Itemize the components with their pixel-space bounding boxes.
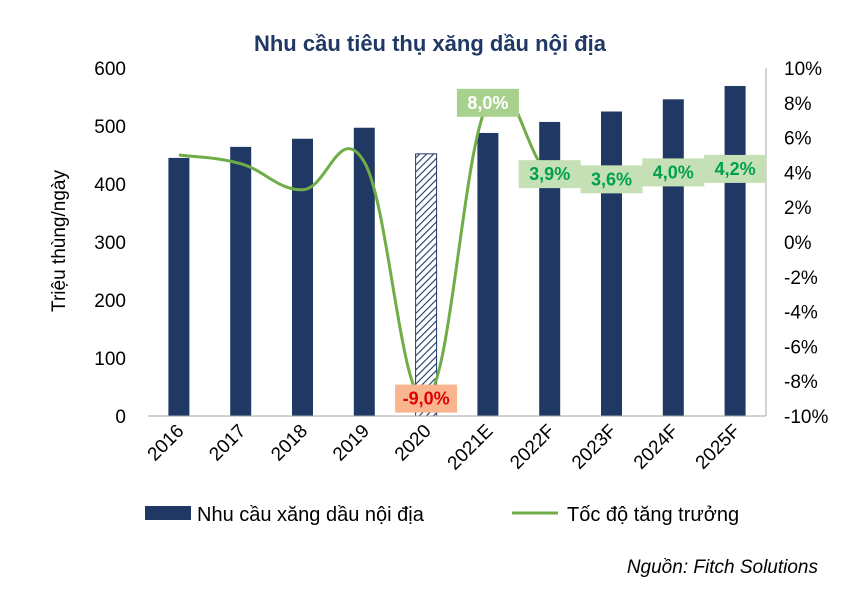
- data-label: 4,0%: [642, 158, 705, 187]
- x-tick-label: 2019: [329, 421, 374, 466]
- y-tick-label: 500: [94, 117, 126, 138]
- bar: [168, 157, 190, 416]
- y2-tick-label: 0%: [784, 233, 812, 254]
- chart-title: Nhu cầu tiêu thụ xăng dầu nội địa: [254, 31, 607, 56]
- data-label: 3,6%: [580, 165, 643, 194]
- x-tick-label: 2016: [144, 421, 189, 466]
- y-tick-label: 300: [94, 233, 126, 254]
- data-label-text: -9,0%: [403, 389, 450, 409]
- data-label: 4,2%: [704, 154, 767, 183]
- data-label-box: [704, 154, 767, 183]
- bar: [230, 146, 252, 416]
- y-axis-label: Triệu thùng/ngày: [49, 170, 70, 312]
- y2-tick-label: -2%: [784, 268, 818, 289]
- x-axis-ticks: 2016 2017 2018 2019 2020 2021E 2022F 2023F 2024F…: [144, 421, 745, 475]
- bar-series: [168, 85, 746, 417]
- x-tick-label: 2024F: [630, 421, 683, 474]
- data-labels: -9,0% 8,0% 3,9% 3,6% 4,0% 4,2%: [395, 88, 767, 413]
- y-tick-label: 600: [94, 59, 126, 80]
- data-label: -9,0%: [395, 384, 458, 413]
- data-label-text: 3,6%: [591, 169, 632, 189]
- y2-tick-label: -8%: [784, 372, 818, 393]
- y-tick-label: 400: [94, 175, 126, 196]
- y2-tick-label: -10%: [784, 407, 828, 428]
- x-tick-label: 2017: [205, 421, 250, 466]
- data-label-text: 4,0%: [653, 162, 694, 182]
- data-label-text: 8,0%: [467, 93, 508, 113]
- y2-tick-label: -6%: [784, 337, 818, 358]
- y-tick-label: 200: [94, 291, 126, 312]
- data-label-text: 4,2%: [715, 159, 756, 179]
- bar: [539, 121, 561, 416]
- x-tick-label: 2025F: [692, 421, 745, 474]
- y2-tick-label: 2%: [784, 198, 812, 219]
- y2-tick-label: -4%: [784, 303, 818, 324]
- y2-tick-label: 10%: [784, 59, 822, 80]
- growth-line-series: [178, 90, 736, 401]
- legend: Nhu cầu xăng dầu nội địa Tốc độ tăng trư…: [145, 504, 739, 526]
- x-tick-label: 2022F: [506, 421, 559, 474]
- legend-bar-label: Nhu cầu xăng dầu nội địa: [197, 504, 425, 526]
- bar: [724, 85, 746, 416]
- y2-tick-label: 4%: [784, 163, 812, 184]
- bar: [601, 111, 622, 416]
- data-label-box: [580, 165, 643, 194]
- data-label-box: [642, 158, 705, 187]
- x-tick-label: 2023F: [568, 421, 621, 474]
- bar: [662, 99, 684, 416]
- data-label-box: [395, 384, 458, 413]
- bar: [415, 153, 438, 417]
- bar: [353, 127, 375, 417]
- data-label-box: [456, 88, 519, 117]
- bar: [292, 138, 313, 416]
- bar: [477, 132, 499, 416]
- y2-tick-label: 8%: [784, 94, 812, 115]
- source-note: Nguồn: Fitch Solutions: [627, 557, 819, 578]
- legend-bar-swatch: [145, 506, 191, 520]
- data-label: 3,9%: [518, 160, 581, 189]
- y-axis-ticks: 0 100 200 300 400 500 600: [94, 59, 126, 428]
- y-tick-label: 100: [94, 349, 126, 370]
- y-tick-label: 0: [115, 407, 126, 428]
- growth-line: [178, 90, 736, 401]
- legend-line-label: Tốc độ tăng trưởng: [567, 504, 739, 526]
- y2-axis-ticks: -10% -8% -6% -4% -2% 0% 2% 4% 6% 8% 10%: [784, 59, 828, 428]
- x-tick-label: 2018: [267, 421, 312, 466]
- x-tick-label: 2020: [391, 421, 436, 466]
- data-label-text: 3,9%: [529, 164, 570, 184]
- y2-tick-label: 6%: [784, 129, 812, 150]
- x-tick-label: 2021E: [444, 421, 498, 475]
- data-label: 8,0%: [456, 88, 519, 117]
- data-label-box: [518, 160, 581, 189]
